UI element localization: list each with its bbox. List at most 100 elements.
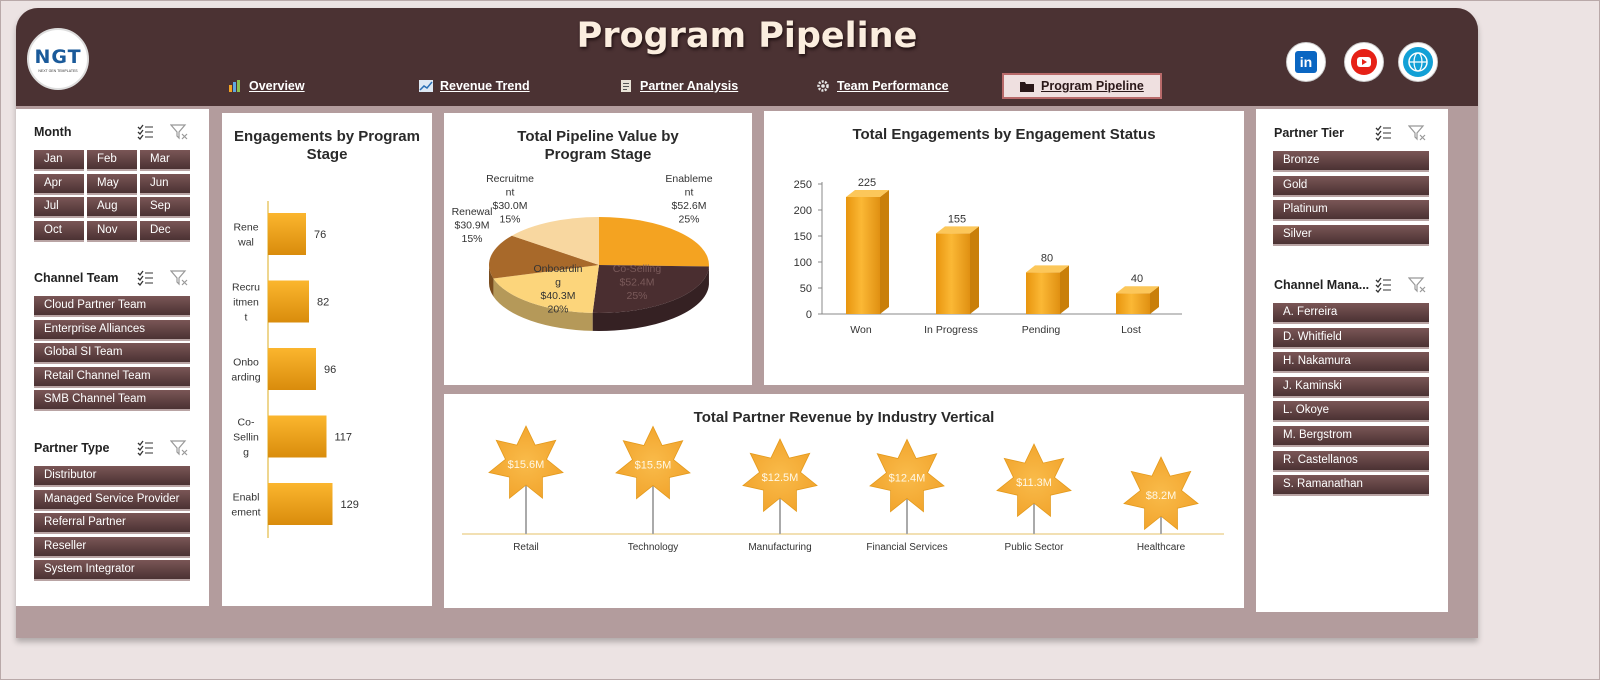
tab-label: Revenue Trend <box>440 79 530 93</box>
youtube-button[interactable] <box>1344 42 1384 82</box>
y-tick-label: 200 <box>794 205 812 217</box>
y-tick-label: 100 <box>794 257 812 269</box>
multi-select-icon[interactable] <box>136 439 154 457</box>
category-label: Sellin <box>233 432 259 444</box>
month-option[interactable]: Jun <box>140 174 190 193</box>
channel-manager-option[interactable]: M. Bergstrom <box>1273 426 1429 445</box>
channel-manager-option[interactable]: D. Whitfield <box>1273 328 1429 347</box>
tab-label: Team Performance <box>837 79 949 93</box>
gear-icon <box>816 80 830 92</box>
channel-team-option[interactable]: Cloud Partner Team <box>34 296 190 315</box>
bar <box>936 233 970 314</box>
partner-type-option[interactable]: System Integrator <box>34 560 190 579</box>
partner-tier-option[interactable]: Bronze <box>1273 151 1429 170</box>
slice-label: nt <box>506 187 515 199</box>
clear-filter-icon[interactable] <box>170 269 188 287</box>
category-label: Financial Services <box>866 542 947 553</box>
month-option[interactable]: Jan <box>34 150 84 169</box>
website-button[interactable] <box>1398 42 1438 82</box>
channel-manager-option[interactable]: A. Ferreira <box>1273 303 1429 322</box>
x-tick-label: In Progress <box>924 324 978 336</box>
channel-manager-option[interactable]: L. Okoye <box>1273 401 1429 420</box>
data-label: 117 <box>335 432 353 444</box>
x-tick-label: Lost <box>1121 324 1141 336</box>
clipboard-icon <box>619 80 633 92</box>
data-label: 80 <box>1041 252 1053 264</box>
month-option[interactable]: Sep <box>140 197 190 216</box>
channel-manager-option[interactable]: H. Nakamura <box>1273 352 1429 371</box>
tab-team-performance[interactable]: Team Performance <box>816 73 949 99</box>
partner-tier-option[interactable]: Platinum <box>1273 200 1429 219</box>
clear-filter-icon[interactable] <box>170 439 188 457</box>
partner-tier-option[interactable]: Gold <box>1273 176 1429 195</box>
slice-label: Recruitme <box>486 173 534 185</box>
slice-label: 20% <box>547 304 568 316</box>
clear-filter-icon[interactable] <box>1408 124 1426 142</box>
month-option[interactable]: Nov <box>87 221 137 240</box>
partner-tier-slicer-title: Partner Tier <box>1274 126 1344 140</box>
logo-subtitle: NEXT GEN TEMPLATES <box>38 69 77 73</box>
bar <box>1026 272 1060 314</box>
month-option[interactable]: Mar <box>140 150 190 169</box>
channel-team-option[interactable]: SMB Channel Team <box>34 390 190 409</box>
partner-type-option[interactable]: Reseller <box>34 537 190 556</box>
category-label: Enabl <box>233 492 260 504</box>
category-label: t <box>245 312 248 324</box>
bar <box>268 483 333 525</box>
partner-tier-option[interactable]: Silver <box>1273 225 1429 244</box>
month-option[interactable]: Dec <box>140 221 190 240</box>
slice-label: $52.6M <box>671 200 706 212</box>
multi-select-icon[interactable] <box>136 123 154 141</box>
engagements-by-stage-chart: 76Renewal82Recruitment96Onboarding117Co-… <box>222 113 432 606</box>
multi-select-icon[interactable] <box>1374 124 1392 142</box>
category-label: Retail <box>513 542 539 553</box>
partner-type-option[interactable]: Managed Service Provider <box>34 490 190 509</box>
channel-manager-option[interactable]: R. Castellanos <box>1273 451 1429 470</box>
tab-partner-analysis[interactable]: Partner Analysis <box>619 73 738 99</box>
channel-manager-option[interactable]: S. Ramanathan <box>1273 475 1429 494</box>
engagements-by-stage-panel: Engagements by Program Stage 76 Rene wal 82… <box>222 113 432 606</box>
channel-team-option[interactable]: Enterprise Alliances <box>34 320 190 339</box>
data-label: $12.4M <box>889 472 926 484</box>
y-tick-label: 50 <box>800 283 812 295</box>
month-option[interactable]: Aug <box>87 197 137 216</box>
category-label: Recru <box>232 282 260 294</box>
channel-manager-option[interactable]: J. Kaminski <box>1273 377 1429 396</box>
data-label: 225 <box>858 177 876 189</box>
category-label: wal <box>237 237 254 249</box>
slice-label: $52.4M <box>619 277 654 289</box>
month-option[interactable]: Feb <box>87 150 137 169</box>
category-label: Rene <box>233 222 258 234</box>
multi-select-icon[interactable] <box>1374 276 1392 294</box>
slice-label: 25% <box>626 290 647 302</box>
month-option[interactable]: Oct <box>34 221 84 240</box>
month-option[interactable]: May <box>87 174 137 193</box>
channel-team-option[interactable]: Retail Channel Team <box>34 367 190 386</box>
multi-select-icon[interactable] <box>136 269 154 287</box>
category-label: Onbo <box>233 357 259 369</box>
slice-label: 15% <box>499 214 520 226</box>
category-label: ement <box>231 507 260 519</box>
tab-label: Partner Analysis <box>640 79 738 93</box>
engagement-status-panel: Total Engagements by Engagement Status 0… <box>764 111 1244 385</box>
partner-type-option[interactable]: Distributor <box>34 466 190 485</box>
clear-filter-icon[interactable] <box>1408 276 1426 294</box>
clear-filter-icon[interactable] <box>170 123 188 141</box>
month-option[interactable]: Apr <box>34 174 84 193</box>
month-option[interactable]: Jul <box>34 197 84 216</box>
pipeline-value-panel: Total Pipeline Value by Program Stage En… <box>444 113 752 385</box>
channel-team-option[interactable]: Global SI Team <box>34 343 190 362</box>
tab-program-pipeline[interactable]: Program Pipeline <box>1002 73 1162 99</box>
partner-type-slicer-title: Partner Type <box>34 441 110 455</box>
left-slicer-panel: Month Jan Feb Mar Apr May Jun Jul Aug Sep Oct Nov D… <box>16 109 209 606</box>
slice-label: 15% <box>461 233 482 245</box>
data-label: $12.5M <box>762 472 799 484</box>
bar <box>268 213 306 255</box>
partner-type-option[interactable]: Referral Partner <box>34 513 190 532</box>
tab-overview[interactable]: Overview <box>228 73 305 99</box>
y-tick-label: 150 <box>794 231 812 243</box>
tab-revenue-trend[interactable]: Revenue Trend <box>419 73 530 99</box>
y-tick-label: 250 <box>794 179 812 191</box>
linkedin-button[interactable]: in <box>1286 42 1326 82</box>
month-slicer-title: Month <box>34 125 71 139</box>
